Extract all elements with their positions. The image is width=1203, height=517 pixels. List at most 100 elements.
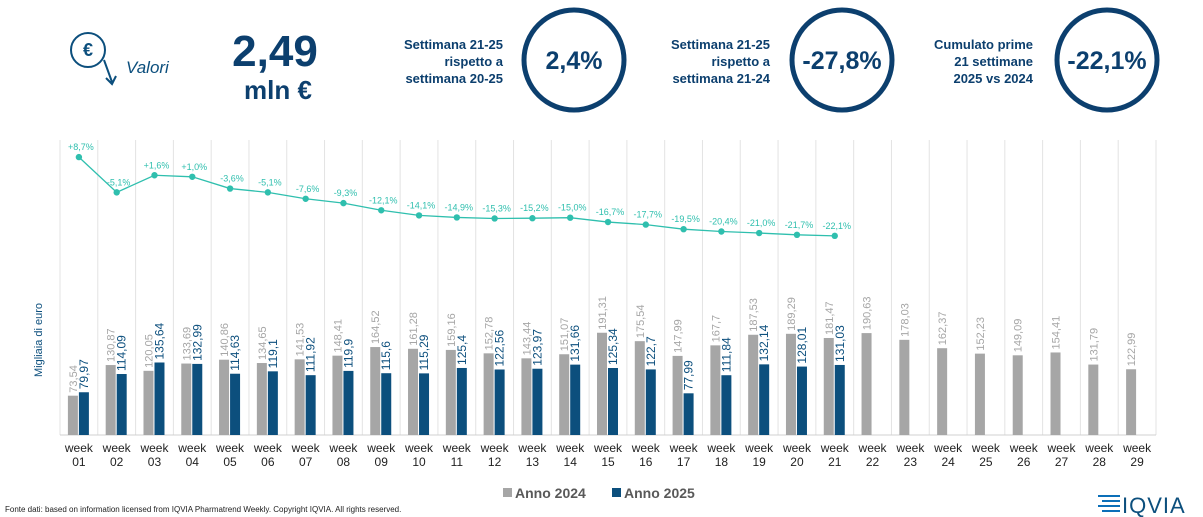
bar-value-label: 152,23 — [975, 317, 987, 351]
trend-label: -17,7% — [634, 210, 663, 220]
bar — [419, 373, 430, 435]
bar — [861, 333, 872, 435]
trend-label: +1,6% — [144, 160, 170, 170]
x-tick-label: week 06 — [253, 441, 282, 469]
bar — [721, 375, 732, 435]
x-tick-label: week 23 — [896, 441, 925, 469]
trend-point — [340, 199, 347, 207]
bar — [570, 364, 581, 435]
bar-value-label: 141,53 — [295, 323, 307, 357]
bar-value-label: 122,99 — [1126, 333, 1138, 367]
kpi-value: -22,1% — [1067, 47, 1146, 75]
bar — [672, 355, 683, 435]
y-axis-label: Migliaia di euro — [33, 303, 45, 377]
bar — [181, 363, 192, 435]
bar — [143, 370, 154, 435]
trend-label: +8,7% — [68, 142, 94, 152]
bar-value-label: 131,66 — [568, 325, 582, 362]
bar — [256, 363, 267, 435]
x-tick-label: week 16 — [631, 441, 660, 469]
bar-value-label: 143,44 — [521, 322, 533, 356]
total-value: 2,49 — [232, 27, 318, 76]
x-tick-label: week 08 — [329, 441, 358, 469]
x-tick-label: week 01 — [64, 441, 93, 469]
trend-label: -22,1% — [822, 221, 851, 231]
kpi-circle — [1054, 7, 1160, 113]
kpi-label: settimana 20-25 — [405, 71, 503, 86]
trend-label: -19,5% — [671, 214, 700, 224]
bar-value-label: 167,7 — [710, 315, 722, 343]
bar-value-label: 148,41 — [332, 319, 344, 353]
x-tick-label: week 20 — [782, 441, 811, 469]
x-tick-label: week 14 — [556, 441, 585, 469]
logo-text: IQVIA — [1122, 493, 1186, 517]
trend-label: -7,6% — [296, 184, 320, 194]
bar — [899, 339, 910, 435]
x-tick-label: week 27 — [1047, 441, 1076, 469]
trend-label: -14,1% — [407, 200, 436, 210]
icon-symbol: € — [83, 40, 93, 60]
bar-value-label: 131,79 — [1088, 328, 1100, 362]
trend-point — [831, 232, 838, 240]
trend-point — [151, 172, 158, 179]
x-tick-label: week 07 — [291, 441, 320, 469]
bar-value-label: 164,52 — [370, 310, 382, 344]
bar-value-label: 181,47 — [824, 301, 836, 335]
kpi-circle — [789, 7, 895, 113]
bar-value-label: 123,97 — [530, 329, 544, 366]
bar-value-label: 187,53 — [748, 298, 760, 332]
trend-label: -9,3% — [334, 188, 358, 198]
bar-value-label: 162,37 — [937, 312, 949, 346]
bar-value-label: 131,03 — [833, 325, 847, 362]
bar — [343, 370, 354, 435]
bar-value-label: 122,7 — [644, 336, 658, 366]
bar-value-label: 119,1 — [266, 339, 280, 368]
x-tick-label: week 26 — [1009, 441, 1038, 469]
x-tick-label: week 25 — [971, 441, 1000, 469]
trend-label: -5,1% — [258, 177, 282, 187]
kpi-label: Cumulato prime — [934, 37, 1033, 52]
x-tick-label: week 29 — [1123, 441, 1152, 469]
bar — [408, 348, 419, 435]
kpi-value: -27,8% — [802, 47, 881, 75]
bar-value-label: 191,31 — [597, 296, 609, 330]
bar-value-label: 114,09 — [115, 335, 129, 371]
bar-value-label: 115,29 — [417, 334, 431, 370]
bar — [683, 393, 694, 435]
bar — [305, 375, 316, 435]
bar-value-label: 120,05 — [143, 334, 155, 368]
trend-label: -5,1% — [107, 177, 131, 187]
kpi-label: 21 settimane — [954, 54, 1033, 69]
legend-label: Anno 2024 — [515, 485, 586, 501]
x-tick-label: week 04 — [178, 441, 207, 469]
bar — [192, 363, 203, 435]
bar-value-label: 132,99 — [190, 324, 204, 361]
bar — [78, 392, 89, 435]
bar-value-label: 130,87 — [106, 328, 118, 362]
x-tick-label: week 24 — [934, 441, 963, 469]
x-tick-label: week 11 — [442, 441, 471, 469]
bar — [1012, 355, 1023, 435]
bar — [532, 368, 543, 435]
trend-label: -14,9% — [445, 202, 474, 212]
bar — [332, 355, 343, 435]
trend-label: -3,6% — [220, 174, 244, 184]
bar-value-label: 190,63 — [862, 296, 874, 330]
bar-value-label: 133,69 — [181, 327, 193, 361]
legend-swatch — [612, 488, 621, 497]
x-tick-label: week 21 — [820, 441, 849, 469]
legend-label: Anno 2025 — [624, 485, 695, 501]
x-tick-label: week 13 — [518, 441, 547, 469]
trend-point — [529, 215, 536, 222]
x-tick-label: week 19 — [745, 441, 774, 469]
bar-value-label: 140,86 — [219, 323, 231, 357]
bar-value-label: 125,4 — [455, 335, 469, 365]
source-note: Fonte dati: based on information license… — [5, 505, 401, 514]
bar — [105, 365, 116, 435]
bar — [834, 364, 845, 435]
bar — [759, 364, 770, 435]
bar — [494, 369, 505, 435]
trend-point — [793, 231, 801, 239]
trend-point — [189, 173, 196, 180]
trend-point — [604, 218, 612, 226]
